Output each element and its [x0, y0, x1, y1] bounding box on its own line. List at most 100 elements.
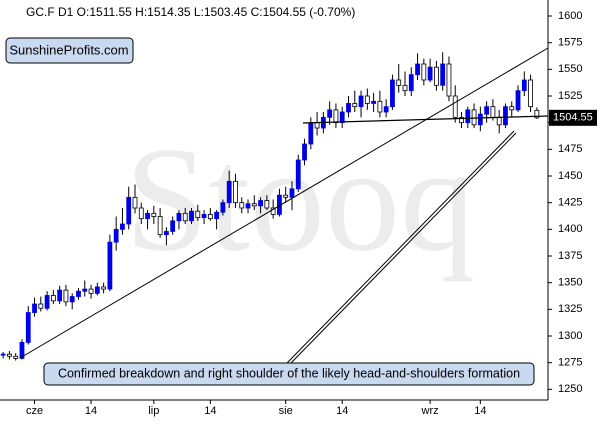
candle-body [145, 212, 150, 220]
price-tag [549, 109, 597, 126]
y-tick-label: 1300 [558, 330, 582, 342]
y-tick-label: 1600 [558, 10, 582, 22]
y-tick-label: 1375 [558, 250, 582, 262]
candle-body [346, 103, 351, 113]
candle-body [57, 289, 63, 302]
y-tick-label: 1475 [558, 143, 582, 155]
candle-body [258, 200, 263, 207]
candle-body [226, 180, 232, 204]
candle-body [19, 341, 25, 359]
candle-body [94, 286, 100, 294]
candle-body [352, 103, 358, 108]
x-tick-label: 14 [85, 405, 97, 417]
candle-body [50, 295, 56, 302]
candle-body [283, 194, 289, 198]
y-tick-label: 1400 [558, 223, 582, 235]
candle-body [440, 63, 446, 86]
candle-body [0, 353, 6, 356]
candle-body [459, 116, 464, 124]
candle-body [7, 353, 12, 357]
candle-body [88, 288, 94, 294]
trend-line [19, 47, 549, 359]
candle-body [490, 106, 496, 118]
x-tick-label: lip [148, 405, 159, 417]
candle-body [82, 288, 88, 292]
candle-body [433, 66, 439, 86]
candle-body [233, 180, 238, 204]
candle-body [339, 111, 345, 124]
arrow-line [290, 132, 517, 364]
candle-body [120, 223, 125, 230]
price-tag-label: 1504.55 [553, 112, 593, 124]
candle-body [427, 66, 433, 81]
candle-body [358, 95, 364, 108]
candle-body [371, 100, 377, 104]
candle-body [452, 95, 458, 118]
candle-body [44, 295, 50, 309]
candle-body [295, 159, 301, 190]
y-tick-label: 1575 [558, 37, 582, 49]
candle-body [477, 113, 483, 126]
plot-area [0, 52, 540, 361]
candle-body [390, 79, 395, 108]
candle-body [126, 196, 132, 225]
candle-body [76, 290, 81, 297]
candle-body [245, 203, 251, 209]
y-tick-label: 1550 [558, 63, 582, 75]
candle-body [182, 212, 188, 222]
candle-body [69, 296, 75, 303]
brand-box [5, 37, 134, 64]
candle-body [170, 220, 176, 232]
candle-body [465, 109, 471, 124]
y-tick-label: 1450 [558, 170, 582, 182]
candle-body [32, 303, 37, 313]
candle-body [496, 116, 502, 126]
candle-body [101, 286, 107, 290]
x-tick-label: 14 [336, 405, 348, 417]
candle-body [415, 63, 420, 76]
candle-body [201, 213, 207, 218]
candle-body [503, 106, 508, 126]
candle-body [471, 109, 477, 126]
candle-body [515, 90, 521, 111]
y-tick-label: 1325 [558, 303, 582, 315]
x-tick-label: wrz [421, 405, 439, 417]
y-tick-label: 1350 [558, 277, 582, 289]
x-tick-label: sie [279, 405, 293, 417]
candle-body [270, 207, 276, 215]
candle-body [38, 303, 44, 309]
candle-body [239, 202, 245, 209]
candle-body [132, 196, 138, 209]
candle-body [364, 95, 370, 104]
candle-body [408, 74, 414, 92]
candle-body [377, 100, 383, 113]
y-tick-label: 1275 [558, 357, 582, 369]
y-tick-label: 1250 [558, 383, 582, 395]
candle-body [528, 79, 533, 108]
candle-body [421, 63, 427, 81]
candle-body [289, 188, 295, 198]
candle-body [151, 212, 157, 217]
candle-body [446, 63, 452, 97]
neckline [302, 115, 549, 124]
watermark: Stooq [125, 116, 475, 282]
candle-body [308, 122, 314, 145]
annotation-box [43, 362, 535, 386]
candle-body [383, 106, 389, 113]
x-tick-label: cze [26, 405, 43, 417]
candle-body [214, 211, 220, 220]
y-tick-label: 1525 [558, 90, 582, 102]
candle-body [251, 203, 257, 207]
x-tick-label: 14 [474, 405, 486, 417]
annotation: Confirmed breakdown and right shoulder o… [58, 366, 520, 380]
candle-body [333, 109, 339, 124]
y-tick-label: 1425 [558, 197, 582, 209]
candle-body [521, 79, 527, 92]
candle-body [63, 289, 69, 303]
candle-body [509, 106, 515, 111]
candle-body [207, 213, 213, 220]
candle-body [302, 143, 307, 161]
candle-body [396, 79, 402, 86]
candle-body [13, 355, 19, 359]
candle-body [327, 109, 333, 118]
